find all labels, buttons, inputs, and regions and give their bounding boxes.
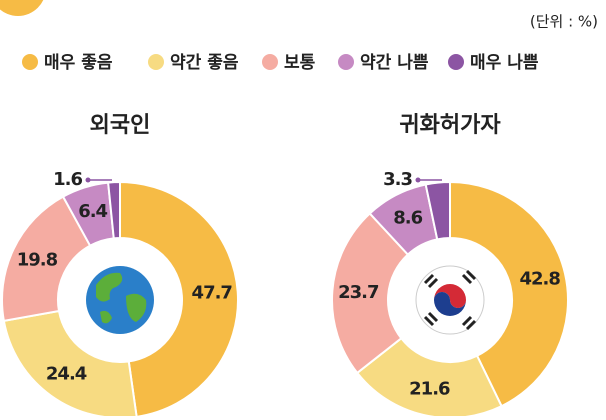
legend-label: 매우 좋음 (44, 53, 113, 73)
slice (331, 212, 410, 375)
charts: 외국인 47.7 24.4 19.8 6.4 1.6 귀화허가자 42.8 21.6 23.7 8.… (1, 113, 569, 419)
legend-item: 약간 좋음 (148, 52, 239, 73)
legend-item: 매우 나쁨 (448, 53, 539, 73)
globe-icon (86, 266, 154, 334)
legend-label: 보통 (284, 53, 316, 73)
legend-item: 보통 (262, 53, 316, 73)
flag-icon (415, 265, 485, 335)
value-label: 6.4 (78, 201, 107, 222)
value-label: 24.4 (46, 364, 87, 385)
value-label: 19.8 (17, 249, 58, 270)
slice (449, 180, 569, 408)
legend-swatch (148, 54, 164, 70)
decor-circle (0, 0, 44, 16)
legend-item: 약간 나쁨 (338, 52, 429, 73)
legend-swatch (22, 54, 38, 70)
slice (424, 180, 451, 241)
legend-swatch (262, 54, 278, 70)
legend-label: 약간 나쁨 (360, 52, 429, 73)
chart-title: 귀화허가자 (399, 113, 501, 138)
value-label: 23.7 (338, 282, 379, 303)
legend: 매우 좋음 약간 좋음 보통 약간 나쁨 매우 나쁨 (22, 52, 539, 73)
value-label: 8.6 (393, 207, 422, 228)
slice (2, 309, 138, 419)
value-label: 47.7 (192, 282, 233, 303)
unit-label: (단위 : %) (530, 13, 598, 31)
chart-title: 외국인 (90, 113, 151, 138)
leader-dot (415, 177, 421, 183)
value-label: 1.6 (53, 169, 82, 190)
value-label: 3.3 (383, 169, 412, 190)
legend-label: 매우 나쁨 (470, 53, 539, 73)
value-label: 42.8 (519, 268, 560, 289)
legend-swatch (338, 54, 354, 70)
legend-label: 약간 좋음 (170, 52, 239, 73)
slice (1, 195, 92, 323)
legend-swatch (448, 54, 464, 70)
slice (119, 180, 239, 418)
value-label: 21.6 (409, 379, 450, 400)
legend-item: 매우 좋음 (22, 53, 113, 73)
slice (107, 180, 121, 240)
leader-dot (85, 177, 91, 183)
